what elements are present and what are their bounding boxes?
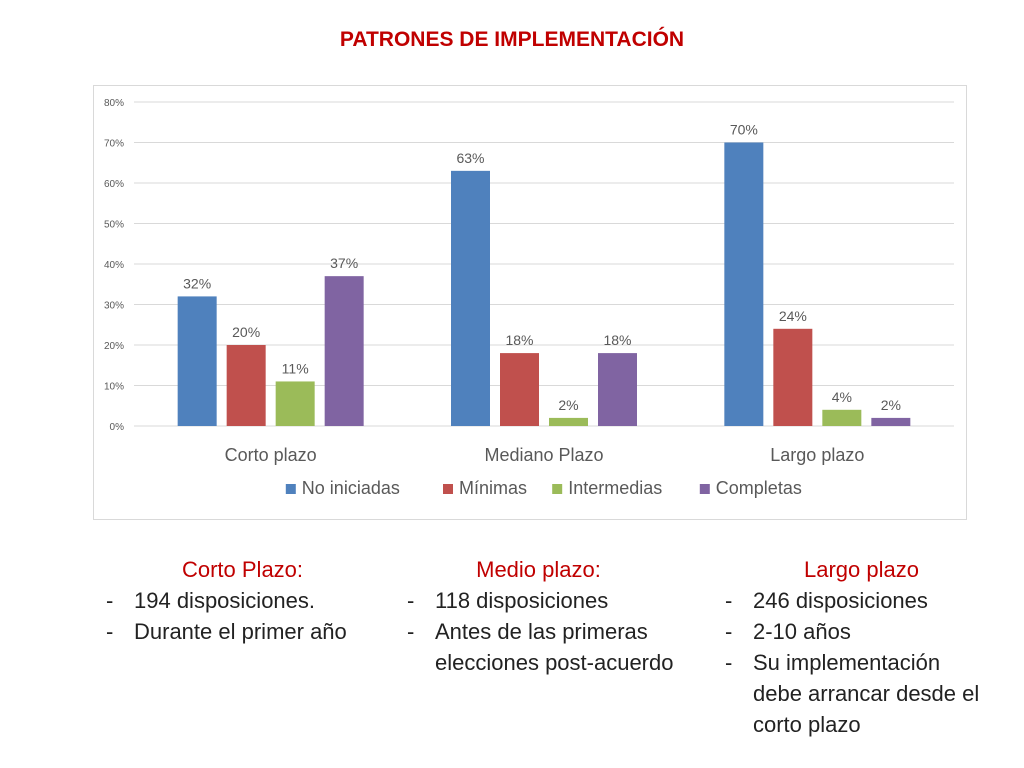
bar <box>598 353 637 426</box>
legend-swatch <box>285 484 296 494</box>
note-item: 194 disposiciones. <box>100 585 375 616</box>
y-tick-label: 10% <box>104 382 124 393</box>
y-tick-label: 0% <box>110 422 125 433</box>
note-item: 2-10 años <box>719 616 984 647</box>
bar <box>871 417 911 426</box>
x-tick-label: Corto plazo <box>225 445 317 465</box>
note-heading: Corto Plazo: <box>181 557 304 582</box>
bar <box>451 170 490 426</box>
legend-label: Completas <box>716 478 802 498</box>
data-label: 32% <box>183 275 211 291</box>
data-label: 4% <box>832 389 852 405</box>
note-heading: Largo plazo <box>804 557 919 582</box>
note-heading: Medio plazo: <box>476 557 601 582</box>
bar-chart: 0% 10% 20% 30% 40% 50% 60% 70% 80% 32% 20% 11% 37% Co… <box>104 98 954 498</box>
note-corto-plazo: Corto Plazo: 194 disposiciones. Durante … <box>100 554 375 647</box>
note-medio-plazo: Medio plazo: 118 disposiciones Antes de … <box>401 554 676 678</box>
y-tick-label: 30% <box>104 301 124 312</box>
y-tick-label: 70% <box>104 139 124 150</box>
data-label: 11% <box>282 360 309 376</box>
x-tick-label: Mediano Plazo <box>484 445 603 465</box>
y-tick-label: 50% <box>104 220 124 231</box>
bar <box>275 381 315 426</box>
bar <box>822 409 862 426</box>
note-largo-plazo: Largo plazo 246 disposiciones 2-10 años … <box>719 554 984 740</box>
legend-swatch <box>552 484 563 494</box>
note-item: 246 disposiciones <box>719 585 984 616</box>
bar <box>773 328 813 426</box>
data-label: 18% <box>505 332 533 348</box>
data-label: 20% <box>232 324 260 340</box>
page-title: PATRONES DE IMPLEMENTACIÓN <box>339 28 685 51</box>
data-label: 37% <box>330 255 358 271</box>
bar <box>500 353 539 426</box>
legend-swatch <box>443 484 453 494</box>
bar <box>324 276 364 426</box>
bar <box>724 142 764 426</box>
data-label: 2% <box>558 397 578 413</box>
data-label: 18% <box>603 332 631 348</box>
chart-frame: 0% 10% 20% 30% 40% 50% 60% 70% 80% 32% 20% 11% 37% Co… <box>93 85 967 520</box>
bar <box>226 345 266 426</box>
note-item: Durante el primer año <box>100 616 375 647</box>
legend-swatch <box>699 484 710 494</box>
bar <box>549 417 588 426</box>
data-label: 24% <box>779 308 807 324</box>
note-item: 118 disposiciones <box>401 585 676 616</box>
legend-label: Mínimas <box>459 478 527 498</box>
data-label: 2% <box>881 397 901 413</box>
data-label: 63% <box>456 150 484 166</box>
y-tick-label: 60% <box>104 179 124 190</box>
bar <box>177 296 217 426</box>
y-tick-label: 80% <box>104 98 124 109</box>
legend-label: No iniciadas <box>302 478 400 498</box>
note-item: Antes de las primeras elecciones post-ac… <box>401 616 676 678</box>
y-tick-label: 40% <box>104 260 124 271</box>
legend-label: Intermedias <box>568 478 662 498</box>
x-tick-label: Largo plazo <box>770 445 864 465</box>
y-tick-label: 20% <box>104 341 124 352</box>
note-item: Su implementación debe arrancar desde el… <box>719 647 984 740</box>
data-label: 70% <box>730 122 758 138</box>
